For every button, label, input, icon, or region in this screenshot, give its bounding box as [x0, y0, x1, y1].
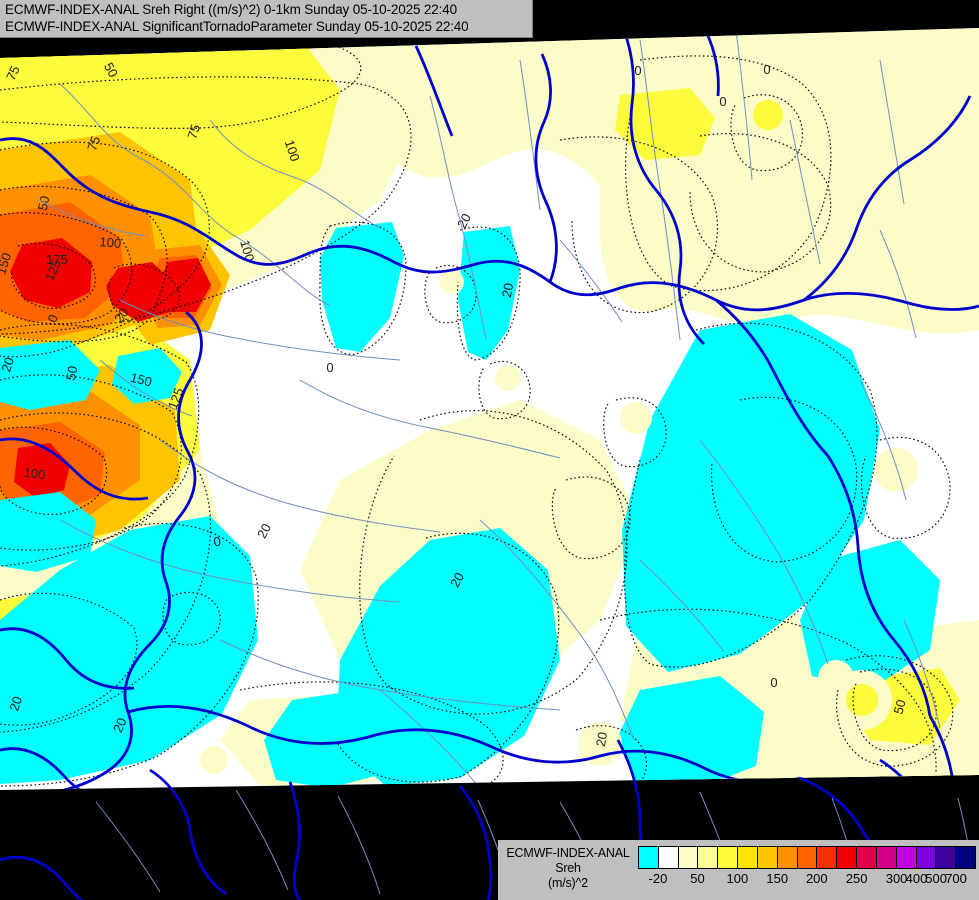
contour-label: 75 [3, 63, 23, 82]
legend-colorbar[interactable] [638, 846, 976, 869]
legend-tick-label: -20 [648, 871, 668, 886]
contour-label: 100 [99, 234, 122, 251]
contour-label: 20 [110, 716, 130, 735]
contour-label: 0 [634, 63, 641, 78]
legend-model: ECMWF-INDEX-ANAL [506, 846, 630, 860]
legend-swatch [678, 847, 699, 868]
contour-label: 100 [23, 465, 46, 483]
contour-label: 50 [35, 194, 53, 211]
contour-label: 20 [593, 731, 610, 748]
legend-swatch [738, 847, 758, 868]
contour-label: 20 [447, 570, 467, 590]
legend-swatch [639, 847, 659, 868]
band-50-100-pockets [753, 100, 919, 723]
legend-tick-label: 250 [845, 871, 868, 886]
contour-label: 50 [891, 698, 909, 716]
contour-label: 0 [763, 62, 770, 77]
contour-label: 175 [46, 252, 68, 267]
contour-label: 150 [129, 370, 154, 390]
legend-swatch [658, 847, 679, 868]
legend-swatch [797, 847, 818, 868]
legend-tick-label: 700 [945, 871, 967, 886]
legend-swatch [876, 847, 897, 868]
legend-swatch [936, 847, 957, 868]
contour-label: 20 [111, 305, 132, 325]
contour-lines [0, 38, 954, 790]
legend: ECMWF-INDEX-ANAL Sreh (m/s)^2 -20 50 100 15… [498, 840, 979, 900]
title-line-stp: ECMWF-INDEX-ANAL SignificantTornadoParam… [5, 19, 469, 34]
band-250-300 [10, 238, 211, 498]
legend-tick-labels: -20 50 100 150 200 250 300 400 500 700 [638, 869, 976, 889]
legend-tick-label: 150 [766, 871, 789, 886]
legend-tick-label: 500 [925, 871, 947, 886]
contour-label: 75 [184, 122, 203, 140]
rivers [39, 29, 941, 790]
legend-swatch [837, 847, 858, 868]
contour-label: 0 [44, 312, 61, 324]
contour-label: 75 [84, 134, 103, 153]
legend-scale: -20 50 100 150 200 250 300 400 500 700 [638, 846, 976, 889]
title-line-sreh: ECMWF-INDEX-ANAL Sreh Right ((m/s)^2) 0-… [5, 2, 457, 17]
legend-swatch [956, 847, 976, 868]
legend-swatch [896, 847, 917, 868]
country-borders [0, 28, 979, 790]
legend-units: (m/s)^2 [548, 876, 588, 890]
legend-swatch [777, 847, 798, 868]
contour-label: 20 [0, 355, 17, 373]
legend-tick-label: 400 [905, 871, 928, 886]
legend-swatch [916, 847, 937, 868]
legend-swatch [757, 847, 778, 868]
legend-swatch [698, 847, 719, 868]
contour-label: 50 [101, 60, 121, 80]
contour-label: 50 [63, 364, 81, 381]
contour-label: 0 [719, 94, 726, 109]
legend-swatch [718, 847, 739, 868]
legend-field: Sreh [555, 861, 581, 875]
legend-tick-label: 100 [726, 871, 749, 886]
legend-tick-label: 300 [885, 871, 908, 886]
contour-label: 100 [282, 138, 303, 163]
legend-caption: ECMWF-INDEX-ANAL Sreh (m/s)^2 [498, 840, 638, 891]
contour-label: 0 [770, 675, 777, 690]
legend-tick-label: 200 [805, 871, 828, 886]
contour-label: 0 [212, 534, 222, 550]
contour-label: 20 [499, 282, 516, 299]
contour-label: 20 [254, 521, 274, 541]
legend-swatch [857, 847, 877, 868]
legend-swatch [817, 847, 838, 868]
title-overlay: ECMWF-INDEX-ANAL Sreh Right ((m/s)^2) 0-… [0, 0, 533, 38]
band-20-50-pockets [200, 91, 918, 774]
legend-tick-label: 50 [690, 871, 705, 886]
contour-label: 0 [326, 360, 333, 375]
contour-label: 20 [6, 694, 25, 712]
